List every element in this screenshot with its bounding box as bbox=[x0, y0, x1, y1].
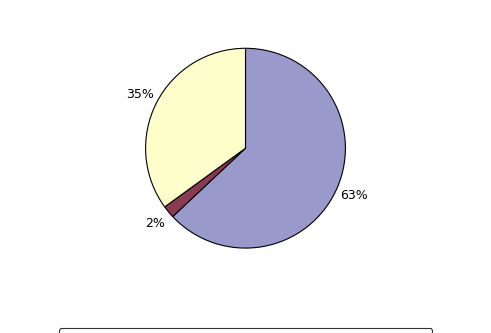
Wedge shape bbox=[173, 48, 345, 248]
Text: 63%: 63% bbox=[340, 188, 368, 201]
Text: 2%: 2% bbox=[145, 217, 164, 230]
Wedge shape bbox=[146, 48, 246, 207]
Text: 35%: 35% bbox=[127, 88, 154, 101]
Wedge shape bbox=[164, 148, 246, 216]
Legend: Wages & Salaries, Employee Benefits, Operating Expenses: Wages & Salaries, Employee Benefits, Ope… bbox=[58, 328, 433, 333]
